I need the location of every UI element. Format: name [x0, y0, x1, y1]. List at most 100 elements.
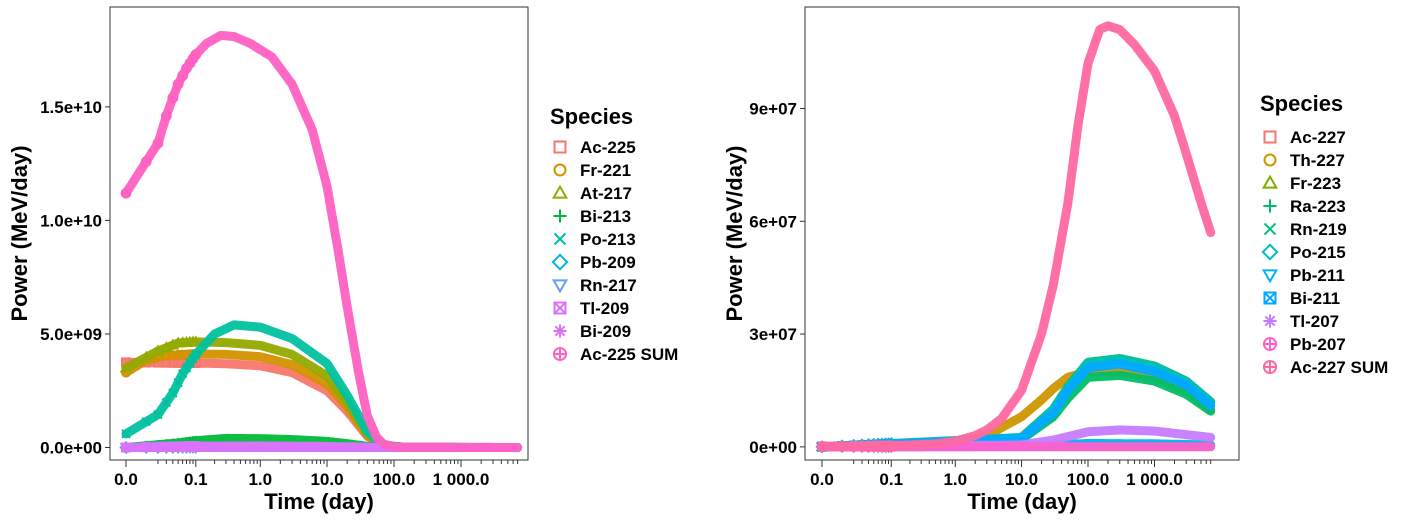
legend-item: Bi-211: [1265, 289, 1341, 308]
legend-item: Po-213: [555, 230, 636, 249]
legend-title: Species: [1260, 91, 1343, 116]
legend-item: Th-227: [1265, 151, 1345, 170]
legend-key: [553, 209, 566, 222]
legend-key: [1264, 177, 1277, 188]
legend-label: Ac-227: [1290, 128, 1346, 147]
marker-triangle: [554, 187, 567, 198]
legend-label: Bi-211: [1290, 289, 1340, 308]
marker-triangle-down: [1264, 270, 1277, 281]
legend-key: [1265, 224, 1276, 235]
legend-item: Po-215: [1263, 243, 1346, 262]
data-point: [122, 189, 131, 198]
legend-key: [554, 280, 567, 291]
legend-label: Fr-221: [580, 161, 631, 180]
legend-item: At-217: [554, 184, 632, 203]
y-tick-label: 1.0e+10: [40, 211, 102, 230]
legend: Species Ac-225 Fr-221 At-217 Bi-213 Po-213 Pb-…: [550, 104, 678, 364]
legend-key: [1265, 293, 1276, 304]
x-tick-label: 100.0: [373, 470, 416, 489]
legend-label: Rn-219: [1290, 220, 1347, 239]
y-tick-label: 0.0e+00: [40, 439, 102, 458]
legend-item: Fr-223: [1264, 174, 1341, 193]
data-point: [191, 50, 200, 59]
legend-key: [554, 348, 566, 360]
legend-item: Ac-225 SUM: [554, 345, 678, 364]
data-point: [887, 441, 896, 450]
legend-label: Bi-209: [580, 322, 631, 341]
legend-item: Fr-221: [555, 161, 632, 180]
legend-key: [1264, 361, 1276, 373]
legend-item: Ac-227: [1265, 128, 1346, 147]
legend-key: [1263, 245, 1277, 259]
data-point: [121, 443, 131, 453]
legend-key: [555, 303, 566, 314]
legend-label: Fr-223: [1290, 174, 1341, 193]
data-point: [818, 442, 827, 451]
legend-label: At-217: [580, 184, 632, 203]
x-tick-label: 10.0: [310, 470, 343, 489]
y-tick-label: 0e+00: [749, 438, 797, 457]
x-tick-label: 100.0: [1067, 470, 1110, 489]
legend-item: Tl-209: [555, 299, 630, 318]
data-point: [162, 112, 171, 121]
legend-key: [555, 142, 566, 153]
data-point: [154, 139, 163, 148]
legend-key: [554, 187, 567, 198]
data-point: [838, 442, 847, 451]
legend-key: [1264, 338, 1276, 350]
legend-item: Pb-211: [1264, 266, 1345, 285]
legend-item: Ac-227 SUM: [1264, 358, 1388, 377]
legend-label: Pb-211: [1290, 266, 1345, 285]
y-axis-title: Power (MeV/day): [722, 145, 747, 321]
legend-key: [555, 234, 566, 245]
legend-item: Bi-213: [553, 207, 631, 226]
x-tick-label: 1 000.0: [1126, 470, 1183, 489]
legend-item: Ra-223: [1263, 197, 1345, 216]
legend-key: [555, 165, 566, 176]
legend-title: Species: [550, 104, 633, 129]
y-tick-label: 9e+07: [749, 100, 797, 119]
legend-item: Bi-209: [553, 322, 631, 341]
legend-label: Po-213: [580, 230, 636, 249]
marker-circle: [1265, 155, 1276, 166]
marker-diamond: [1263, 245, 1277, 259]
marker-triangle-down: [554, 280, 567, 291]
legend-label: Pb-207: [1290, 335, 1346, 354]
x-tick-label: 10.0: [1005, 470, 1038, 489]
legend-label: Ac-225: [580, 138, 636, 157]
marker-diamond: [553, 255, 567, 269]
x-tick-label: 1 000.0: [433, 470, 490, 489]
legend-key: [1263, 314, 1276, 327]
legend-key: [1264, 270, 1277, 281]
legend-item: Tl-207: [1263, 312, 1339, 331]
legend-key: [1265, 155, 1276, 166]
x-axis-title: Time (day): [967, 489, 1077, 514]
legend-item: Pb-209: [553, 253, 636, 272]
legend-label: Bi-213: [580, 207, 631, 226]
legend-key: [553, 324, 566, 337]
legend-label: Ra-223: [1290, 197, 1346, 216]
legend-item: Rn-217: [554, 276, 637, 295]
marker-circle: [555, 165, 566, 176]
x-tick-label: 1.0: [248, 470, 272, 489]
x-tick-label: 0.1: [879, 470, 903, 489]
y-tick-label: 6e+07: [749, 212, 797, 231]
x-tick-label: 0.0: [114, 470, 138, 489]
marker-square: [1265, 132, 1276, 143]
legend-item: Rn-219: [1265, 220, 1347, 239]
data-point: [174, 80, 183, 89]
legend-item: Pb-207: [1264, 335, 1346, 354]
series-layer: [121, 35, 518, 452]
legend-label: Tl-209: [580, 299, 629, 318]
legend-key: [1263, 199, 1276, 212]
legend-label: Th-227: [1290, 151, 1345, 170]
legend: Species Ac-227 Th-227 Fr-223 Ra-223 Rn-219 Po-…: [1260, 91, 1388, 377]
legend-label: Rn-217: [580, 276, 637, 295]
marker-triangle: [1264, 177, 1277, 188]
legend-item: Ac-225: [555, 138, 636, 157]
data-point: [142, 157, 151, 166]
data-point: [168, 93, 177, 102]
legend-label: Tl-207: [1290, 312, 1339, 331]
